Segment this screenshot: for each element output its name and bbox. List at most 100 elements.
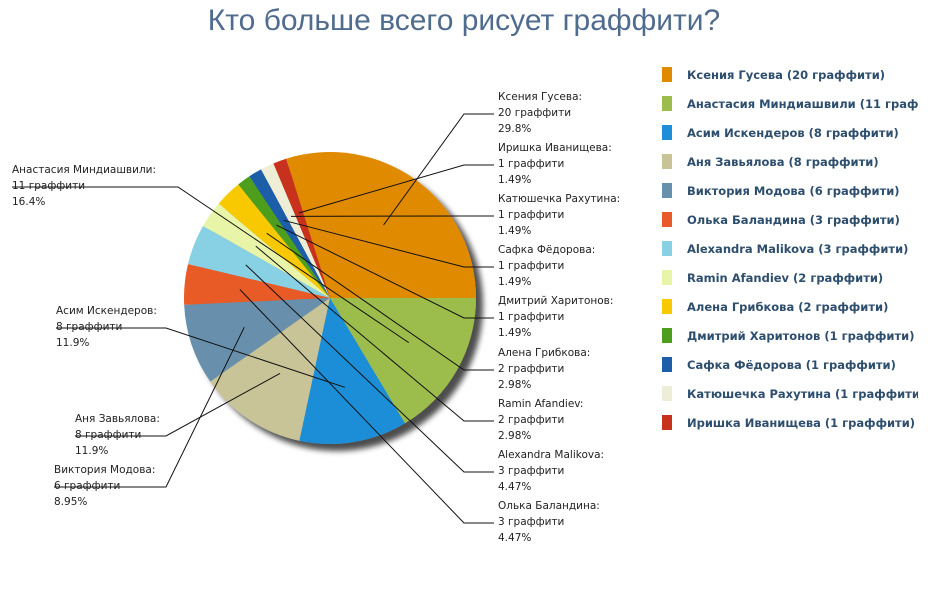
- slice-label-name: Дмитрий Харитонов:: [498, 295, 613, 307]
- pie-slice-катюшечка-рахутина: [260, 163, 330, 298]
- slice-label-name: Сафка Фёдорова:: [498, 244, 595, 256]
- legend-item: Анастасия Миндиашвили (11 граффити): [662, 89, 918, 118]
- slice-label-percent: 1.49%: [498, 327, 531, 339]
- slice-label-count: 8 граффити: [75, 429, 141, 441]
- legend-label: Alexandra Malikova (3 граффити): [687, 241, 909, 256]
- slice-label-count: 20 граффити: [498, 107, 571, 119]
- legend-item: Ramin Afandiev (2 граффити): [662, 263, 918, 292]
- legend-label: Сафка Фёдорова (1 граффити): [687, 357, 896, 372]
- leader-line-alexandra-malikova: [245, 264, 494, 473]
- leader-line-ксения-гусева: [383, 113, 494, 226]
- legend-label: Иришка Иванищева (1 граффити): [687, 415, 916, 430]
- slice-label-percent: 16.4%: [12, 196, 45, 208]
- pie-slice-иришка-иванищева: [273, 158, 330, 298]
- legend-swatch: [662, 241, 672, 256]
- legend-swatch: [662, 299, 672, 314]
- slice-label-name: Ramin Afandiev:: [498, 398, 583, 410]
- slice-label-count: 1 граффити: [498, 209, 564, 221]
- leader-line-анастасия-миндиашвили: [12, 186, 410, 344]
- pie-slice-аня-завьялова: [210, 298, 330, 441]
- leader-line-асим-искендеров: [56, 327, 345, 388]
- slice-label-count: 6 граффити: [54, 480, 120, 492]
- legend-label: Дмитрий Харитонов (1 граффити): [687, 328, 915, 343]
- legend-item: Асим Искендеров (8 граффити): [662, 118, 918, 147]
- slice-label-percent: 4.47%: [498, 532, 531, 544]
- leader-line-дмитрий-харитонов: [276, 224, 494, 319]
- legend-item: Аня Завьялова (8 граффити): [662, 147, 918, 176]
- legend-item: Олька Баландина (3 граффити): [662, 205, 918, 234]
- pie-slice-анастасия-миндиашвили: [330, 298, 476, 424]
- legend-label: Ксения Гусева (20 граффити): [687, 67, 886, 82]
- legend-item: Иришка Иванищева (1 граффити): [662, 408, 918, 437]
- legend-swatch: [662, 154, 672, 169]
- leader-line-ramin-afandiev: [255, 245, 494, 422]
- slice-label-count: 3 граффити: [498, 516, 564, 528]
- legend-label: Алена Грибкова (2 граффити): [687, 299, 889, 314]
- slice-label-count: 1 граффити: [498, 311, 564, 323]
- leader-line-сафка-фёдорова: [283, 219, 494, 268]
- pie-slice-дмитрий-харитонов: [238, 176, 330, 298]
- legend-item: Сафка Фёдорова (1 граффити): [662, 350, 918, 379]
- pie-slice-олька-баландина: [184, 264, 330, 305]
- pie-slice-алена-грибкова: [218, 184, 330, 298]
- slice-label-percent: 2.98%: [498, 379, 531, 391]
- slice-label-name: Катюшечка Рахутина:: [498, 193, 620, 205]
- slice-label-count: 2 граффити: [498, 363, 564, 375]
- slice-label-name: Олька Баландина:: [498, 500, 600, 512]
- slice-label-name: Анастасия Миндиашвили:: [12, 164, 156, 176]
- slice-label-count: 3 граффити: [498, 465, 564, 477]
- leader-line-аня-завьялова: [75, 372, 281, 437]
- legend-swatch: [662, 357, 672, 372]
- slice-label-count: 8 граффити: [56, 321, 122, 333]
- slice-label-name: Alexandra Malikova:: [498, 449, 604, 461]
- legend-label: Виктория Модова (6 граффити): [687, 183, 900, 198]
- legend-swatch: [662, 96, 672, 111]
- legend-label: Анастасия Миндиашвили (11 граффити): [687, 96, 918, 111]
- legend-label: Асим Искендеров (8 граффити): [687, 125, 899, 140]
- legend-item: Дмитрий Харитонов (1 граффити): [662, 321, 918, 350]
- chart-title: Кто больше всего рисует граффити?: [207, 4, 721, 37]
- pie-slice-асим-искендеров: [299, 298, 405, 444]
- legend-swatch: [662, 67, 672, 82]
- slice-label-percent: 11.9%: [75, 445, 108, 457]
- legend-label: Катюшечка Рахутина (1 граффити): [687, 386, 918, 401]
- legend-swatch: [662, 125, 672, 140]
- slice-label-percent: 1.49%: [498, 174, 531, 186]
- leader-line-алена-грибкова: [266, 232, 494, 371]
- legend-item: Виктория Модова (6 граффити): [662, 176, 918, 205]
- slice-label-count: 2 граффити: [498, 414, 564, 426]
- legend-item: Катюшечка Рахутина (1 граффити): [662, 379, 918, 408]
- legend-swatch: [662, 386, 672, 401]
- slice-label-name: Аня Завьялова:: [75, 413, 160, 425]
- leader-line-иришка-иванищева: [298, 164, 494, 214]
- legend-label: Аня Завьялова (8 граффити): [687, 154, 879, 169]
- slice-label-percent: 4.47%: [498, 481, 531, 493]
- leader-line-олька-баландина: [239, 289, 494, 524]
- pie-slice-alexandra-malikova: [187, 225, 330, 298]
- slice-label-name: Алена Грибкова:: [498, 347, 590, 359]
- pie-slice-ксения-гусева: [286, 152, 477, 298]
- slice-label-percent: 2.98%: [498, 430, 531, 442]
- slice-label-name: Ксения Гусева:: [498, 91, 582, 103]
- legend-item: Ксения Гусева (20 граффити): [662, 60, 918, 89]
- leader-line-виктория-модова: [54, 326, 245, 488]
- slice-label-percent: 1.49%: [498, 225, 531, 237]
- slice-label-name: Иришка Иванищева:: [498, 142, 612, 154]
- slice-label-count: 1 граффити: [498, 158, 564, 170]
- pie-slice-сафка-фёдорова: [249, 169, 330, 298]
- slice-label-count: 11 граффити: [12, 180, 85, 192]
- legend-label: Ramin Afandiev (2 граффити): [687, 270, 884, 285]
- legend: Ксения Гусева (20 граффити) Анастасия Мин…: [662, 60, 918, 437]
- pie-slice-виктория-модова: [184, 298, 330, 382]
- slice-label-name: Асим Искендеров:: [56, 305, 157, 317]
- slice-label-percent: 8.95%: [54, 496, 87, 508]
- legend-swatch: [662, 328, 672, 343]
- slice-label-percent: 1.49%: [498, 276, 531, 288]
- legend-item: Alexandra Malikova (3 граффити): [662, 234, 918, 263]
- legend-swatch: [662, 270, 672, 285]
- slice-label-percent: 11.9%: [56, 337, 89, 349]
- slice-label-percent: 29.8%: [498, 123, 531, 135]
- legend-label: Олька Баландина (3 граффити): [687, 212, 900, 227]
- slice-label-count: 1 граффити: [498, 260, 564, 272]
